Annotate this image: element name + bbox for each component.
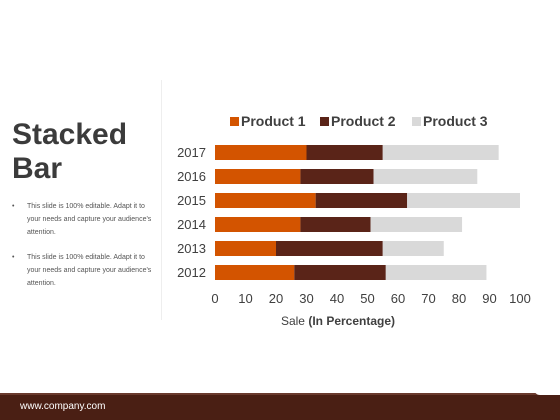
bullet-text: This slide is 100% editable. Adapt it to…	[27, 203, 152, 236]
footer-tab	[534, 381, 560, 395]
x-tick-label: 10	[238, 291, 252, 306]
bar-2012-series-3	[385, 265, 487, 280]
chart-legend: Product 1 Product 2 Product 3	[230, 113, 488, 129]
bar-2016-series-2	[300, 169, 374, 184]
bar-2015-series-3	[407, 193, 520, 208]
x-tick-label: 0	[211, 291, 218, 306]
bullet-list: • This slide is 100% editable. Adapt it …	[12, 200, 154, 302]
footer-url: www.company.com	[20, 401, 106, 412]
y-tick-label: 2012	[177, 265, 206, 280]
bar-2012-series-2	[294, 265, 386, 280]
x-tick-label: 60	[391, 291, 405, 306]
x-axis-title: Sale (In Percentage)	[281, 314, 395, 328]
slide-title: Stacked Bar	[12, 118, 128, 185]
bar-2015-series-2	[315, 193, 408, 208]
legend-label: Product 3	[423, 113, 488, 129]
bullet-item: • This slide is 100% editable. Adapt it …	[12, 200, 154, 239]
x-tick-label: 90	[482, 291, 496, 306]
x-tick-label: 70	[421, 291, 435, 306]
bar-2013-series-2	[276, 241, 383, 256]
legend-swatch	[412, 117, 421, 126]
footer-bar: www.company.com	[0, 381, 560, 420]
bullet-symbol: •	[12, 203, 15, 210]
bar-2014-series-3	[370, 217, 463, 232]
bullet-text: This slide is 100% editable. Adapt it to…	[27, 254, 152, 287]
x-axis-labels: 0 10 20 30 40 50 60 70 80 90 100	[211, 291, 530, 306]
y-axis-labels: 2017 2016 2015 2014 2013 2012	[177, 145, 206, 280]
y-tick-label: 2016	[177, 169, 206, 184]
stacked-bar-chart: Product 1 Product 2 Product 3 2017 2016 2015…	[177, 113, 531, 328]
bar-2015-series-1	[215, 193, 316, 208]
x-tick-label: 100	[509, 291, 531, 306]
bar-2016-series-1	[215, 169, 301, 184]
bar-2012-series-1	[215, 265, 295, 280]
legend-label: Product 2	[331, 113, 396, 129]
bar-2014-series-2	[300, 217, 371, 232]
legend-swatch	[230, 117, 239, 126]
bar-2016-series-3	[373, 169, 478, 184]
bullet-symbol: •	[12, 254, 15, 261]
legend-swatch	[320, 117, 329, 126]
x-tick-label: 30	[299, 291, 313, 306]
x-tick-label: 20	[269, 291, 283, 306]
divider-line	[161, 80, 162, 320]
x-tick-label: 80	[452, 291, 466, 306]
bullet-item: • This slide is 100% editable. Adapt it …	[12, 251, 154, 290]
bar-2017-series-1	[215, 145, 307, 160]
bar-2013-series-3	[382, 241, 444, 256]
y-tick-label: 2015	[177, 193, 206, 208]
chart-bars	[215, 145, 520, 280]
y-tick-label: 2014	[177, 217, 206, 232]
bar-2017-series-2	[306, 145, 383, 160]
bar-2017-series-3	[382, 145, 499, 160]
legend-label: Product 1	[241, 113, 306, 129]
bar-2013-series-1	[215, 241, 276, 256]
bar-2014-series-1	[215, 217, 301, 232]
x-tick-label: 50	[360, 291, 374, 306]
y-tick-label: 2013	[177, 241, 206, 256]
y-tick-label: 2017	[177, 145, 206, 160]
x-tick-label: 40	[330, 291, 344, 306]
